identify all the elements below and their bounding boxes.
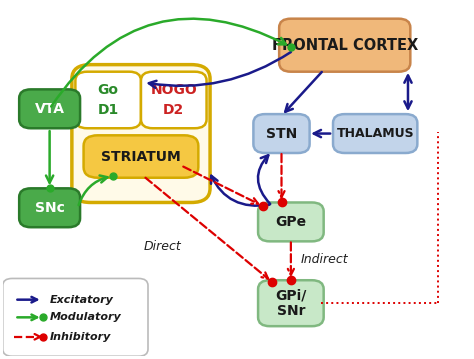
Text: FRONTAL CORTEX: FRONTAL CORTEX [272,38,418,53]
FancyBboxPatch shape [19,89,80,128]
Text: Go: Go [98,83,118,97]
Text: NOGO: NOGO [150,83,197,97]
FancyBboxPatch shape [279,19,410,72]
Text: D2: D2 [163,103,184,117]
FancyBboxPatch shape [19,188,80,227]
Text: Modulatory: Modulatory [50,312,121,322]
Text: Direct: Direct [143,240,181,253]
FancyBboxPatch shape [258,280,324,326]
Text: Excitatory: Excitatory [50,295,113,305]
FancyBboxPatch shape [83,135,198,178]
Text: SNc: SNc [35,201,64,215]
FancyBboxPatch shape [75,72,141,128]
FancyBboxPatch shape [258,202,324,241]
Text: THALAMUS: THALAMUS [337,127,414,140]
FancyBboxPatch shape [333,114,417,153]
Text: D1: D1 [98,103,119,117]
FancyBboxPatch shape [254,114,310,153]
Text: VTA: VTA [35,102,64,116]
FancyBboxPatch shape [72,65,210,202]
Text: Indirect: Indirect [300,253,348,266]
FancyBboxPatch shape [3,279,148,356]
Text: STRIATUM: STRIATUM [101,150,181,164]
FancyBboxPatch shape [141,72,207,128]
Text: STN: STN [266,127,297,141]
Text: Inhibitory: Inhibitory [50,332,111,342]
Text: GPe: GPe [275,215,306,229]
Text: GPi/
SNr: GPi/ SNr [275,288,307,318]
